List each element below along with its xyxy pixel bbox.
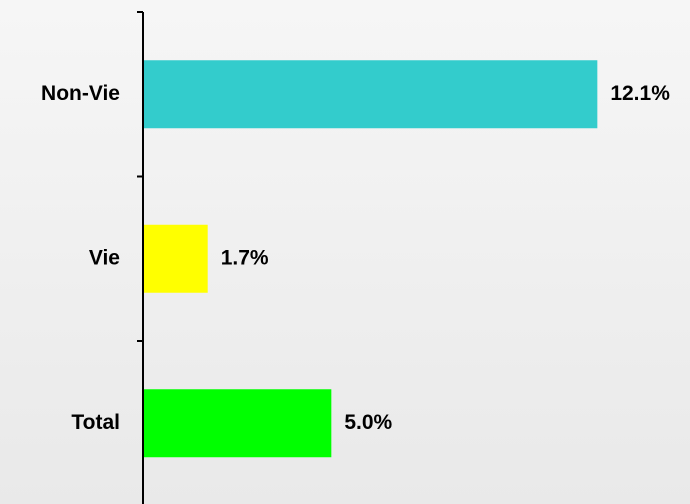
category-label: Vie — [89, 246, 120, 269]
category-label: Total — [71, 411, 120, 434]
bar-non-vie — [144, 60, 598, 129]
data-label: 1.7% — [221, 246, 269, 269]
data-label: 12.1% — [610, 82, 670, 105]
labels-group: Non-Vie 12.1% Vie 1.7% Total 5.0% — [41, 82, 670, 434]
data-label: 5.0% — [344, 411, 392, 434]
category-axis — [137, 11, 144, 504]
bars-group — [144, 60, 598, 458]
bar-vie — [144, 224, 208, 293]
category-label: Non-Vie — [41, 82, 120, 105]
bar-total — [144, 389, 332, 458]
